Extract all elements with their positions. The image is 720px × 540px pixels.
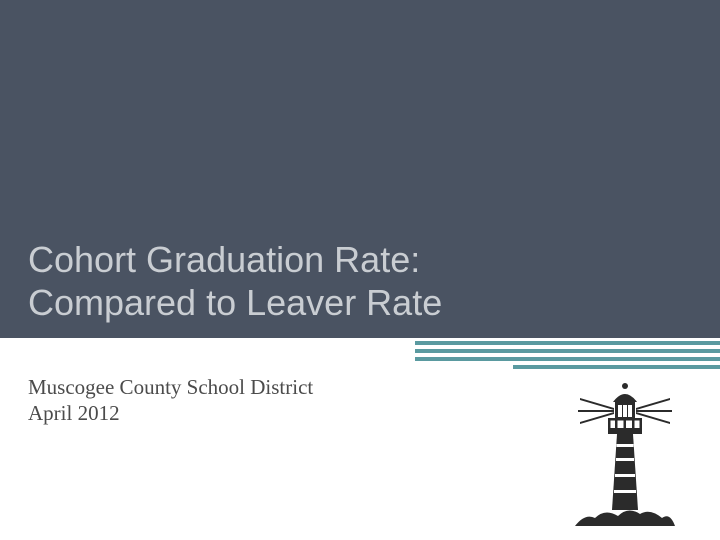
- accent-rule: [415, 349, 720, 353]
- accent-rule: [415, 357, 720, 361]
- accent-rule: [415, 341, 720, 345]
- subtitle-line-1: Muscogee County School District: [28, 374, 313, 400]
- title-line-2: Compared to Leaver Rate: [28, 282, 442, 324]
- subtitle-block: Muscogee County School District April 20…: [28, 374, 313, 427]
- lighthouse-icon: [570, 378, 680, 528]
- accent-rule: [513, 365, 720, 369]
- title-line-1: Cohort Graduation Rate:: [28, 239, 442, 281]
- header-band: Cohort Graduation Rate: Compared to Leav…: [0, 0, 720, 338]
- accent-rules: [415, 341, 720, 373]
- subtitle-line-2: April 2012: [28, 400, 313, 426]
- title-block: Cohort Graduation Rate: Compared to Leav…: [28, 239, 442, 324]
